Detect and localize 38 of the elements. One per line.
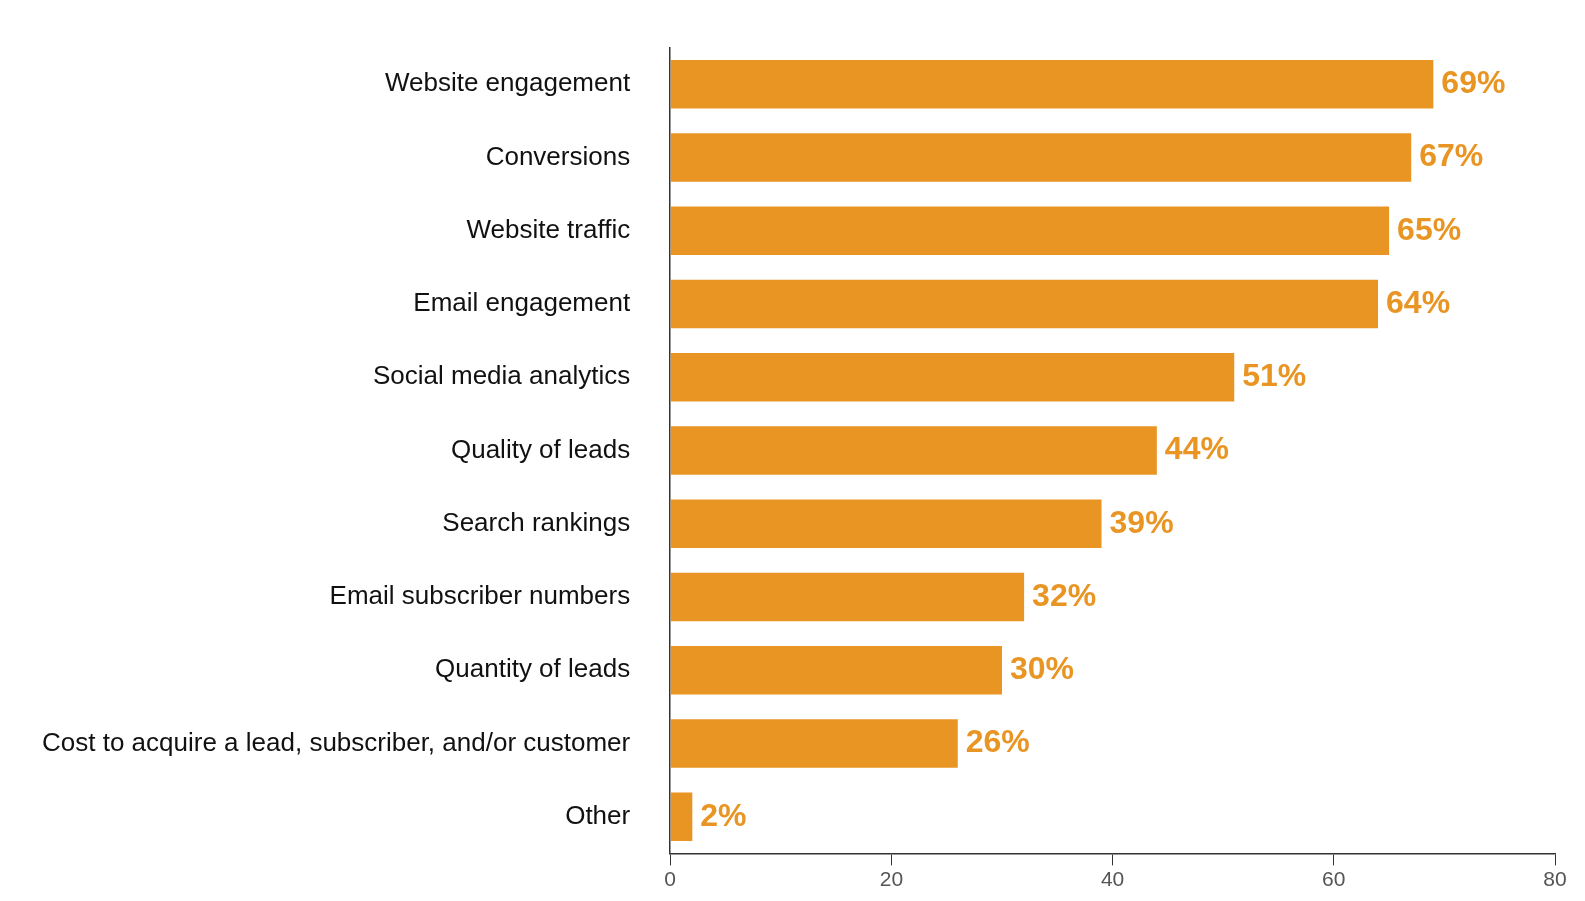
y-tick-label: Email engagement (413, 287, 631, 318)
data-label: 39% (1109, 503, 1174, 540)
data-label: 44% (1164, 430, 1229, 467)
data-label: 26% (965, 723, 1030, 760)
y-tick-label: Email subscriber numbers (329, 580, 631, 611)
data-label: 67% (1419, 137, 1484, 174)
bar (670, 572, 1025, 622)
x-tick-label: 20 (879, 866, 904, 890)
bar (670, 133, 1412, 182)
y-tick-label: Other (565, 799, 631, 830)
data-label: 32% (1032, 576, 1097, 613)
bar (670, 60, 1434, 109)
data-label: 69% (1441, 64, 1506, 101)
x-tick-label: 60 (1322, 866, 1346, 890)
y-tick-label: Search rankings (442, 506, 631, 537)
bar (670, 499, 1102, 548)
x-tick-label: 0 (664, 866, 677, 890)
bar (670, 426, 1157, 475)
data-label: 64% (1386, 283, 1451, 320)
y-tick-label: Cost to acquire a lead, subscriber, and/or customer (42, 726, 631, 757)
bar (670, 646, 1002, 695)
data-label: 2% (700, 796, 747, 833)
data-label: 30% (1009, 650, 1075, 687)
data-label: 51% (1242, 357, 1307, 394)
x-tick-label: 80 (1543, 866, 1567, 890)
bar (670, 206, 1390, 255)
y-tick-label: Website traffic (466, 213, 631, 244)
bar (670, 719, 958, 768)
x-tick-label: 40 (1100, 866, 1125, 890)
bar (670, 353, 1235, 402)
y-tick-label: Social media analytics (372, 360, 631, 391)
y-tick-label: Quantity of leads (435, 653, 631, 684)
y-tick-label: Website engagement (384, 67, 631, 98)
bar (670, 792, 693, 841)
data-label: 65% (1397, 210, 1462, 247)
y-tick-label: Quality of leads (450, 433, 631, 464)
y-tick-label: Conversions (485, 140, 631, 171)
bar (670, 279, 1379, 329)
